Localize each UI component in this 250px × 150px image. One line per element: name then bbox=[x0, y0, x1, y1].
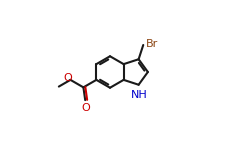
Text: Br: Br bbox=[146, 39, 158, 49]
Text: O: O bbox=[81, 103, 90, 113]
Text: NH: NH bbox=[131, 90, 148, 101]
Text: O: O bbox=[64, 73, 72, 83]
